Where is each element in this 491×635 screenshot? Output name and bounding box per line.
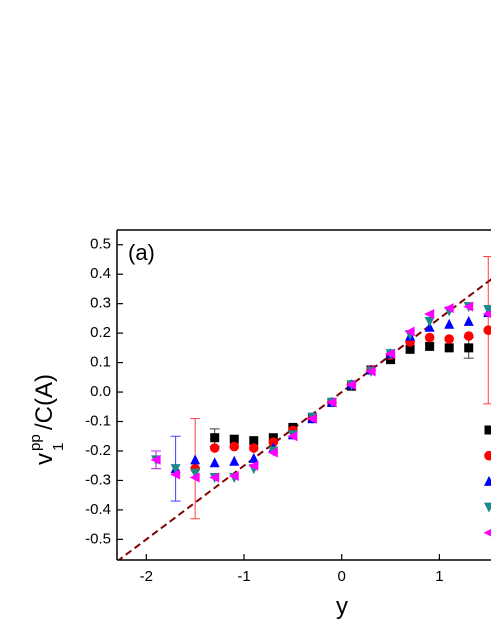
marker	[345, 379, 356, 390]
marker	[248, 460, 259, 471]
legend-marker	[484, 425, 491, 435]
y-tick-label: 0.3	[90, 295, 111, 312]
y-tick-label: 0.1	[90, 354, 111, 371]
y-tick-label: -0.3	[85, 471, 111, 488]
marker	[170, 464, 181, 475]
y-tick-label: -0.1	[85, 412, 111, 429]
marker	[229, 434, 239, 444]
marker	[444, 334, 454, 344]
marker	[267, 447, 278, 458]
marker	[424, 316, 435, 327]
legend-marker	[484, 502, 491, 513]
marker	[248, 452, 259, 463]
marker	[463, 301, 474, 312]
y-tick-label: -0.5	[85, 530, 111, 547]
marker	[464, 343, 474, 353]
marker	[482, 309, 491, 319]
y-tick-label: 0.4	[90, 265, 111, 282]
legend-marker	[484, 450, 491, 461]
marker	[463, 331, 474, 341]
marker	[210, 433, 220, 443]
plot-area	[117, 256, 491, 560]
y-label-rest: /C(A)	[31, 374, 58, 430]
y-axis-label: v 1 pp /C(A)	[27, 374, 67, 465]
marker	[190, 468, 201, 479]
y-label-base: v	[31, 453, 58, 465]
marker	[229, 441, 240, 452]
marker	[404, 326, 415, 337]
marker	[229, 455, 240, 466]
y-tick-label: -0.4	[85, 501, 111, 518]
y-tick-label: 0.0	[90, 383, 111, 400]
x-tick-label: -1	[237, 568, 250, 585]
marker	[425, 341, 435, 351]
marker	[424, 308, 435, 319]
marker	[228, 471, 239, 482]
marker	[248, 443, 259, 453]
marker	[444, 343, 454, 353]
marker	[209, 472, 220, 483]
marker	[306, 413, 317, 424]
marker	[443, 303, 454, 314]
y-label-sup: pp	[27, 434, 44, 451]
x-axis-label: y	[336, 593, 348, 620]
marker	[405, 344, 415, 354]
marker	[424, 332, 435, 343]
x-tick-label: 0	[338, 568, 346, 585]
marker	[190, 454, 201, 465]
marker	[170, 469, 181, 480]
marker	[463, 315, 474, 326]
x-tick-label: 1	[435, 568, 443, 585]
marker	[326, 397, 337, 408]
marker	[365, 366, 376, 377]
legend-marker	[483, 529, 491, 537]
y-tick-label: 0.5	[90, 236, 111, 253]
axes: -0.5 -0.4 -0.3 -0.2 -0.1 0.0 0.1 0.2 0.3 0.4 0.5 -2…	[85, 229, 491, 585]
marker	[385, 348, 396, 359]
marker	[444, 318, 455, 329]
marker	[150, 454, 161, 465]
fit-line	[117, 278, 491, 560]
marker	[249, 436, 259, 446]
panel-label: (a)	[128, 240, 155, 265]
marker	[189, 472, 200, 483]
y-label-sub: 1	[50, 443, 67, 451]
marker	[483, 325, 491, 335]
marker	[209, 457, 220, 468]
legend	[483, 425, 491, 537]
x-tick-label: -2	[140, 568, 153, 585]
marker	[268, 437, 279, 447]
y-tick-label: -0.2	[85, 442, 111, 459]
marker	[287, 431, 298, 442]
legend-marker	[484, 475, 491, 486]
marker	[209, 443, 220, 453]
y-tick-label: 0.2	[90, 324, 111, 341]
